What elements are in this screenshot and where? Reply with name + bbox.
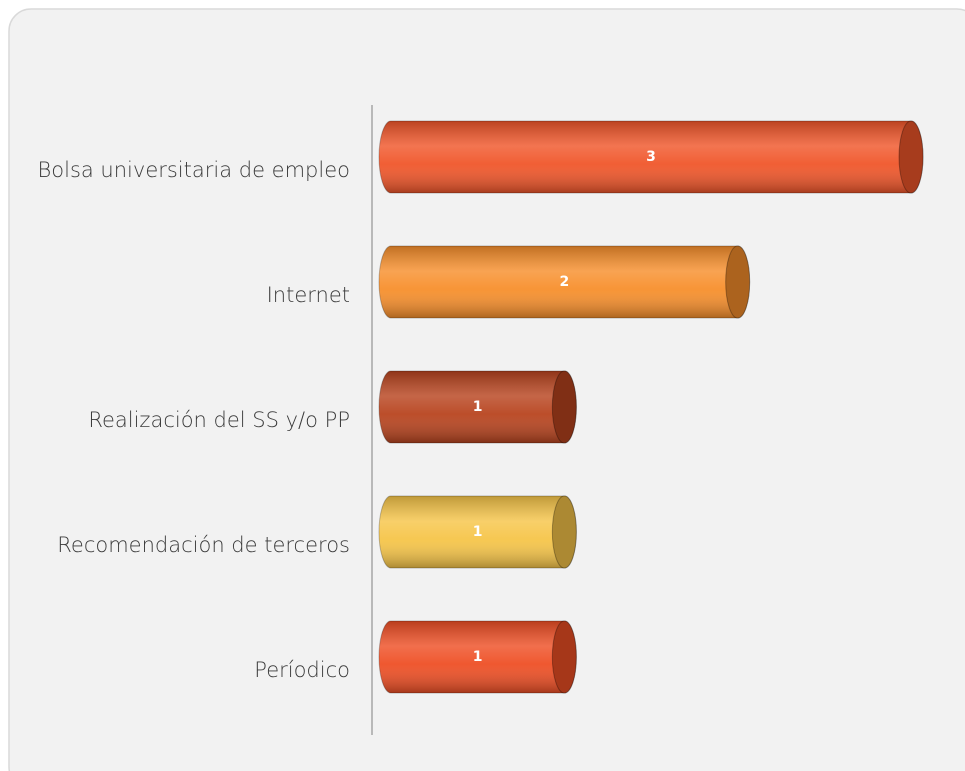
category-label: Recomendación de terceros [57,533,350,557]
category-label: Períodico [254,658,350,682]
bar-cap-shade [552,371,577,443]
category-label: Bolsa universitaria de empleo [38,158,350,182]
category-label: Internet [267,283,350,307]
bar-cap [898,120,924,194]
value-label: 1 [473,399,483,415]
bar-cap [551,370,577,444]
bar-cap [551,495,577,569]
bar-cap [551,620,577,694]
bar-shade [379,621,577,693]
bar-cap-shade [899,121,923,193]
value-label: 3 [646,149,656,165]
bar-shade [379,246,750,318]
bar-cap-shade [552,496,577,568]
value-label: 2 [559,274,569,290]
bar-shade [379,496,577,568]
bar-cap-shade [552,621,577,693]
bar-shade [379,371,577,443]
value-label: 1 [473,524,483,540]
category-label: Realización del SS y/o PP [88,408,350,432]
bar-cap [725,245,751,319]
bar-shade [379,121,923,193]
value-label: 1 [473,649,483,665]
bar-cap-shade [725,246,750,318]
